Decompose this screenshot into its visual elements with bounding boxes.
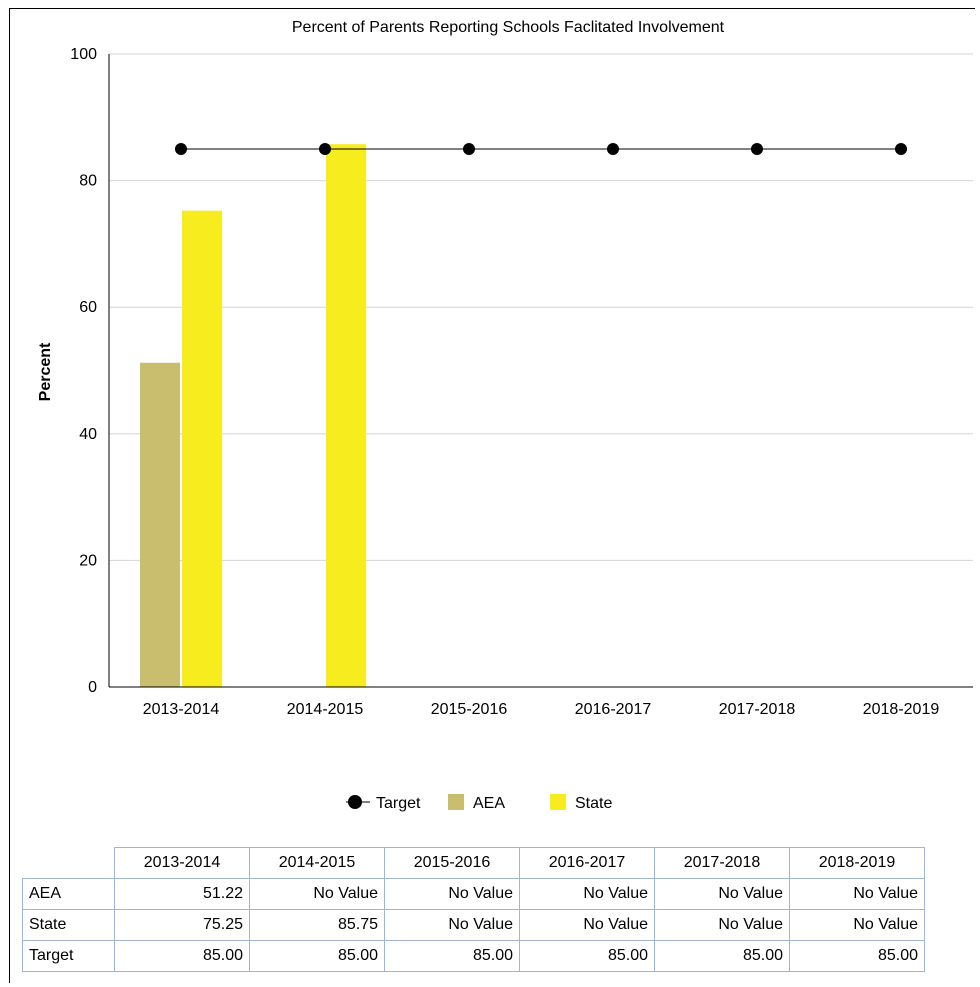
x-tick-label: 2017-2018 [719,701,796,718]
legend-label: State [575,795,612,812]
table-row-target: Target 85.00 85.00 85.00 85.00 85.00 85.… [22,940,925,972]
legend-swatch-aea [448,794,464,810]
table-cell: No Value [384,878,520,910]
point-target [895,142,907,155]
y-tick-label: 80 [79,173,97,190]
legend-label: Target [376,795,421,812]
axes: 0 20 40 60 80 100 2013-2014 2014-2015 2015-2016 2… [70,46,973,718]
table-cell: No Value [519,878,655,910]
point-target [319,142,331,155]
table-cell: No Value [654,878,790,910]
table-cell: No Value [519,909,655,941]
table-row-label: State [22,909,115,941]
bar-state [326,144,366,687]
table-cell: No Value [384,909,520,941]
table-cell: 85.00 [384,940,520,972]
y-axis-label: Percent [37,342,54,401]
bar-aea [140,362,180,687]
x-tick-label: 2016-2017 [575,701,652,718]
legend-swatch-state [550,794,566,810]
x-tick-label: 2015-2016 [431,701,508,718]
chart: Percent of Parents Reporting Schools Fac… [37,19,973,812]
table-row-state: State 75.25 85.75 No Value No Value No V… [22,909,925,941]
table-cell: 85.00 [789,940,925,972]
y-tick-label: 0 [88,679,97,696]
table-col-header: 2013-2014 [114,847,250,879]
table-cell: 85.00 [654,940,790,972]
y-tick-label: 100 [70,46,97,63]
table-col-header: 2018-2019 [789,847,925,879]
table-cell: 85.00 [114,940,250,972]
x-tick-label: 2014-2015 [287,701,364,718]
table-col-header: 2016-2017 [519,847,655,879]
table-cell: 51.22 [114,878,250,910]
table-row-label: Target [22,940,115,972]
table-cell: 85.00 [519,940,655,972]
table-col-header: 2017-2018 [654,847,790,879]
target-line [175,142,907,155]
table-cell: No Value [249,878,385,910]
table-cell: No Value [789,878,925,910]
table-cell: No Value [654,909,790,941]
legend-label: AEA [473,795,505,812]
x-tick-label: 2018-2019 [863,701,940,718]
table-row-label: AEA [22,878,115,910]
point-target [607,142,619,155]
table-cell: 85.75 [249,909,385,941]
table-col-header: 2014-2015 [249,847,385,879]
y-tick-label: 40 [79,426,97,443]
table-row-aea: AEA 51.22 No Value No Value No Value No … [22,878,925,910]
gridlines [109,53,973,561]
table-cell: No Value [789,909,925,941]
point-target [175,142,187,155]
legend-swatch-marker [348,795,362,809]
data-table: 2013-2014 2014-2015 2015-2016 2016-2017 … [22,847,925,972]
table-cell: 85.00 [249,940,385,972]
point-target [463,142,475,155]
table-header-row: 2013-2014 2014-2015 2015-2016 2016-2017 … [22,847,925,879]
legend: Target AEA State [346,794,612,812]
bars [140,144,366,688]
bar-state [182,210,222,688]
y-tick-label: 20 [79,552,97,569]
table-col-header: 2015-2016 [384,847,520,879]
table-cell: 75.25 [114,909,250,941]
chart-frame [9,8,975,983]
chart-title: Percent of Parents Reporting Schools Fac… [292,19,725,36]
table-corner-cell [22,847,115,879]
point-target [751,142,763,155]
y-tick-label: 60 [79,299,97,316]
x-tick-label: 2013-2014 [143,701,220,718]
